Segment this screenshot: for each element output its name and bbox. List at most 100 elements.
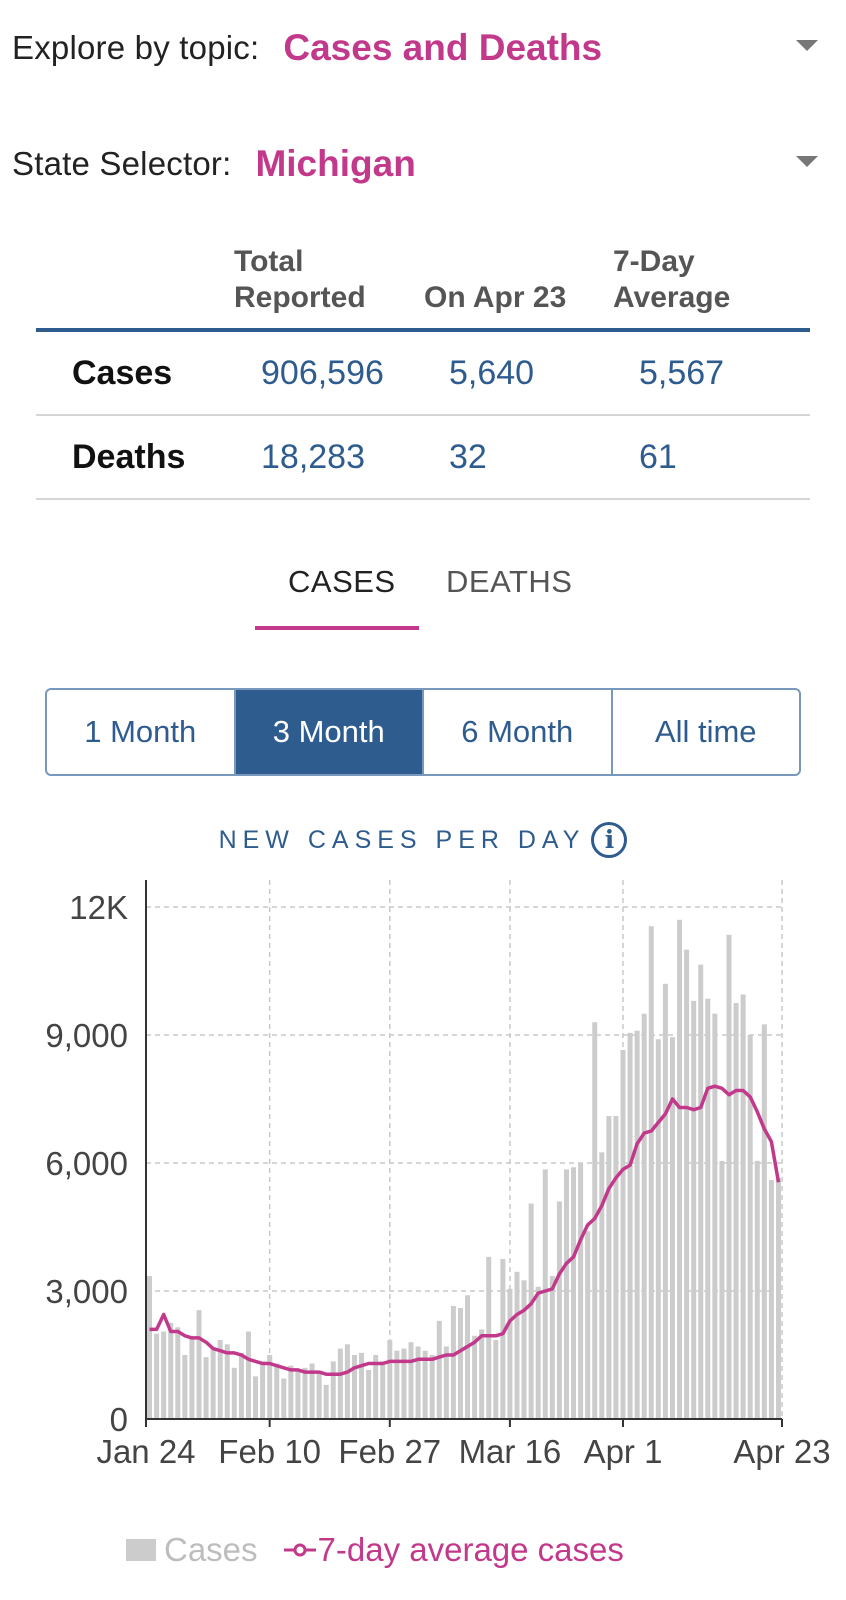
cases-bar (450, 1305, 456, 1419)
cases-bar (161, 1331, 167, 1419)
cases-bar (429, 1355, 435, 1419)
cases-bar (281, 1378, 287, 1419)
cases-bar (768, 1180, 774, 1419)
state-selector-label: State Selector: (12, 145, 232, 182)
cases-bar (761, 1024, 767, 1419)
cases-bar (691, 1000, 697, 1419)
cases-bar (323, 1384, 329, 1419)
seven-day-average-line (149, 1084, 781, 1376)
cases-bar (465, 1295, 471, 1419)
x-tick-label: Feb 10 (218, 1433, 321, 1470)
cases-bar (684, 949, 690, 1419)
range-all-time-button[interactable]: All time (654, 714, 757, 749)
cases-bar (380, 1361, 386, 1419)
cases-bar (662, 983, 668, 1419)
cases-bar (253, 1376, 259, 1419)
chart-title-row: NEW CASES PER DAY i (0, 822, 846, 858)
table-row-cases: Cases 906,596 5,640 5,567 (36, 332, 810, 416)
cases-bar (182, 1355, 188, 1419)
cases-bar (394, 1350, 400, 1419)
chevron-down-icon[interactable] (796, 156, 818, 167)
cases-bar (775, 1177, 781, 1419)
column-header-on-date: On Apr 23 (424, 281, 567, 314)
cases-bar (260, 1361, 266, 1419)
legend-average-label[interactable]: 7-day average cases (317, 1531, 624, 1568)
cases-bar (175, 1327, 181, 1419)
cases-bar (203, 1357, 209, 1419)
cases-bar (337, 1348, 343, 1419)
cases-bar (563, 1169, 569, 1419)
range-3-month-button[interactable]: 3 Month (235, 690, 424, 774)
cases-bar (606, 1116, 612, 1419)
range-1-month-button[interactable]: 1 Month (47, 690, 236, 774)
tab-deaths[interactable]: DEATHS (446, 564, 573, 599)
cases-bar (316, 1372, 322, 1419)
cases-bar (231, 1367, 237, 1419)
cases-bar (578, 1163, 584, 1419)
cases-bar (245, 1331, 251, 1419)
y-tick-label: 9,000 (45, 1017, 128, 1054)
cases-bar (493, 1340, 499, 1419)
cases-bar (344, 1344, 350, 1419)
chart-title: NEW CASES PER DAY (218, 825, 586, 854)
cases-bar (238, 1352, 244, 1419)
legend-cases-label[interactable]: Cases (164, 1531, 258, 1568)
cases-bar (359, 1352, 365, 1419)
cases-bar (401, 1348, 407, 1419)
x-tick-label: Mar 16 (459, 1433, 562, 1470)
cases-bar (189, 1335, 195, 1419)
cases-bar (366, 1369, 372, 1419)
cases-bar (267, 1355, 273, 1419)
cases-total-value: 906,596 (261, 354, 384, 392)
y-tick-label: 3,000 (45, 1273, 128, 1310)
tab-cases[interactable]: CASES (288, 564, 396, 599)
state-selector-value[interactable]: Michigan (255, 143, 416, 184)
column-header-total: Total Reported (234, 245, 366, 314)
cases-average-value: 5,567 (639, 354, 725, 392)
state-selector[interactable]: State Selector: Michigan (12, 134, 818, 194)
y-tick-label: 0 (110, 1401, 128, 1438)
cases-bar (479, 1329, 485, 1419)
topic-selector-label: Explore by topic: (12, 29, 260, 66)
cases-bar (528, 1203, 534, 1419)
cases-bar (599, 1152, 605, 1419)
row-label-deaths: Deaths (72, 438, 186, 476)
cases-bar (147, 1276, 153, 1419)
cases-bar (387, 1340, 393, 1419)
chevron-down-icon[interactable] (796, 40, 818, 51)
range-6-month-button[interactable]: 6 Month (424, 690, 613, 774)
cases-on-date-value: 5,640 (449, 354, 535, 392)
x-tick-label: Apr 23 (733, 1433, 830, 1470)
active-tab-indicator (255, 626, 419, 630)
deaths-on-date-value: 32 (449, 438, 487, 476)
cases-bar (457, 1308, 463, 1419)
x-tick-label: Apr 1 (584, 1433, 663, 1470)
cases-bar (698, 964, 704, 1419)
cases-bar (500, 1259, 506, 1419)
cases-bar (415, 1346, 421, 1419)
cases-bar (288, 1365, 294, 1419)
topic-selector[interactable]: Explore by topic: Cases and Deaths (12, 18, 818, 78)
cases-bar (408, 1342, 414, 1419)
average-legend-marker (283, 1543, 316, 1557)
cases-bar (627, 1032, 633, 1419)
cases-chart: 0 3,000 6,000 9,000 12K Jan 24 Feb 10 Feb 27 Mar… (45, 880, 831, 1470)
table-row-deaths: Deaths 18,283 32 61 (36, 416, 810, 500)
cases-bar (373, 1355, 379, 1419)
cases-bar (196, 1310, 202, 1419)
cases-bar (655, 1039, 661, 1419)
cases-bar (726, 934, 732, 1419)
cases-bar (542, 1169, 548, 1419)
cases-bar (571, 1167, 577, 1419)
cases-bar (634, 1030, 640, 1419)
cases-bar (507, 1288, 513, 1419)
topic-selector-value[interactable]: Cases and Deaths (283, 27, 603, 68)
info-icon[interactable]: i (591, 822, 628, 858)
cases-bar (436, 1320, 442, 1419)
cases-bar (620, 1049, 626, 1419)
cases-bar (154, 1333, 160, 1419)
x-tick-label: Feb 27 (338, 1433, 441, 1470)
chart-legend: Cases 7-day average cases (126, 1528, 624, 1572)
y-tick-label: 12K (69, 889, 128, 926)
y-tick-label: 6,000 (45, 1145, 128, 1182)
